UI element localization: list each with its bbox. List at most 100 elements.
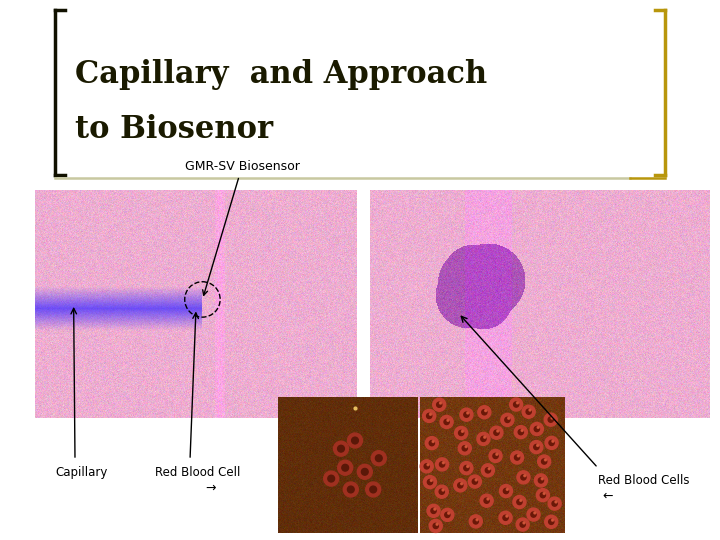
- Circle shape: [434, 508, 436, 510]
- Circle shape: [473, 519, 478, 524]
- Circle shape: [462, 430, 464, 433]
- Circle shape: [333, 441, 348, 456]
- Circle shape: [534, 474, 547, 487]
- Circle shape: [338, 460, 353, 475]
- Circle shape: [348, 486, 354, 493]
- Circle shape: [427, 504, 440, 517]
- Circle shape: [478, 406, 491, 419]
- Circle shape: [370, 486, 377, 493]
- Circle shape: [523, 522, 525, 524]
- Circle shape: [343, 482, 359, 497]
- Circle shape: [458, 442, 472, 455]
- Text: GMR-SV Biosensor: GMR-SV Biosensor: [184, 160, 300, 295]
- Circle shape: [496, 453, 498, 455]
- Circle shape: [433, 523, 438, 529]
- Circle shape: [460, 408, 473, 421]
- Circle shape: [520, 500, 522, 501]
- Circle shape: [444, 420, 449, 424]
- Circle shape: [541, 478, 543, 480]
- Circle shape: [505, 417, 510, 422]
- Circle shape: [510, 398, 523, 411]
- Circle shape: [429, 519, 442, 532]
- Circle shape: [464, 412, 469, 417]
- Circle shape: [458, 483, 463, 488]
- Circle shape: [517, 500, 522, 504]
- Text: ←: ←: [602, 490, 613, 503]
- Circle shape: [426, 413, 432, 418]
- Circle shape: [431, 480, 432, 482]
- Text: →: →: [205, 482, 215, 495]
- Circle shape: [521, 429, 523, 431]
- Circle shape: [541, 459, 546, 464]
- Circle shape: [366, 482, 381, 497]
- Circle shape: [435, 485, 449, 498]
- Circle shape: [372, 451, 387, 465]
- Circle shape: [472, 479, 477, 484]
- Circle shape: [464, 465, 469, 471]
- Circle shape: [429, 441, 434, 446]
- Circle shape: [517, 471, 530, 484]
- Circle shape: [537, 427, 539, 428]
- Circle shape: [493, 453, 498, 458]
- Circle shape: [545, 515, 558, 528]
- Circle shape: [531, 512, 536, 517]
- Circle shape: [481, 436, 486, 442]
- Circle shape: [427, 464, 429, 465]
- Circle shape: [514, 426, 527, 438]
- Circle shape: [518, 455, 519, 457]
- Circle shape: [433, 398, 446, 411]
- Circle shape: [503, 515, 508, 521]
- Circle shape: [448, 512, 450, 514]
- Circle shape: [516, 402, 518, 404]
- Circle shape: [440, 402, 441, 404]
- Circle shape: [476, 519, 478, 521]
- Circle shape: [544, 459, 546, 461]
- Circle shape: [426, 437, 438, 450]
- Circle shape: [439, 489, 444, 494]
- Circle shape: [510, 451, 523, 464]
- Circle shape: [552, 501, 557, 506]
- Circle shape: [423, 409, 436, 422]
- Circle shape: [501, 413, 514, 427]
- Circle shape: [555, 501, 557, 503]
- Text: Capillary  and Approach: Capillary and Approach: [75, 59, 487, 91]
- Circle shape: [545, 436, 558, 449]
- Circle shape: [469, 515, 482, 528]
- Circle shape: [551, 417, 553, 419]
- Circle shape: [508, 417, 510, 419]
- Circle shape: [494, 430, 499, 435]
- Circle shape: [459, 430, 464, 436]
- Circle shape: [348, 433, 362, 448]
- Circle shape: [357, 464, 372, 480]
- Circle shape: [552, 440, 554, 442]
- Circle shape: [538, 455, 551, 468]
- Circle shape: [521, 475, 526, 480]
- Circle shape: [342, 464, 348, 471]
- Circle shape: [527, 508, 540, 521]
- Circle shape: [485, 468, 490, 473]
- Circle shape: [420, 460, 433, 473]
- Circle shape: [375, 455, 382, 462]
- Circle shape: [484, 436, 486, 438]
- Circle shape: [549, 519, 554, 524]
- Circle shape: [520, 522, 526, 527]
- Circle shape: [423, 476, 436, 489]
- Circle shape: [467, 412, 469, 414]
- Text: to Biosenor: to Biosenor: [75, 114, 273, 145]
- Circle shape: [454, 479, 467, 492]
- Circle shape: [485, 410, 487, 411]
- Circle shape: [506, 515, 508, 517]
- Text: Red Blood Cell: Red Blood Cell: [155, 466, 240, 479]
- Circle shape: [441, 508, 454, 522]
- Circle shape: [328, 475, 335, 482]
- Circle shape: [442, 489, 444, 491]
- Circle shape: [442, 462, 444, 464]
- Circle shape: [480, 494, 493, 507]
- Circle shape: [430, 413, 431, 415]
- Circle shape: [534, 444, 539, 450]
- Circle shape: [324, 471, 338, 486]
- Circle shape: [475, 479, 477, 481]
- Circle shape: [338, 446, 344, 452]
- Circle shape: [503, 488, 508, 494]
- Circle shape: [462, 446, 467, 451]
